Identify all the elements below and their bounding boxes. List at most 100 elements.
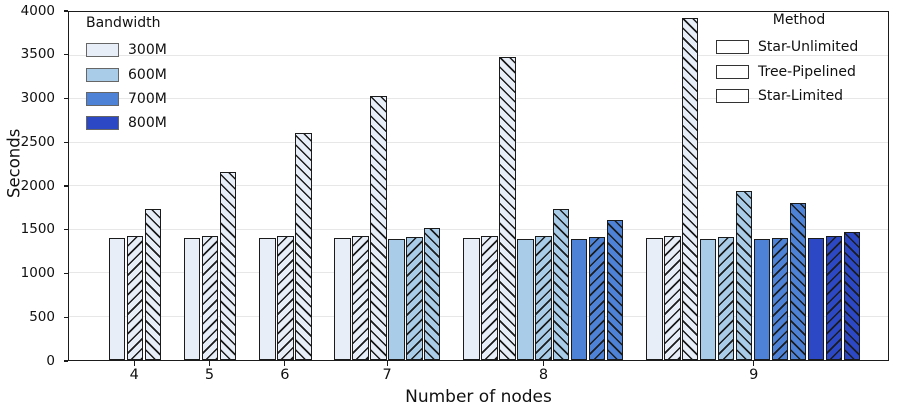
legend-label-star-limited: Star-Limited xyxy=(758,87,844,104)
legend-label-600M: 600M xyxy=(128,66,167,83)
bar-node9-700M-star-limited xyxy=(789,202,807,360)
y-tick-mark xyxy=(63,10,68,12)
bar-node8-700M-tree-pipelined xyxy=(588,237,606,360)
bar-node9-300M-star-limited xyxy=(682,18,699,360)
legend-swatch-300M xyxy=(86,43,119,58)
y-tick-label-4000: 4000 xyxy=(20,2,55,19)
legend-bandwidth-entry-700M: 700M xyxy=(86,87,167,111)
gridline-3500 xyxy=(69,54,888,56)
bar-node9-800M-star-unlimited xyxy=(807,238,825,360)
bar-node4-300M-tree-pipelined xyxy=(126,236,144,360)
bar-node8-600M-star-limited xyxy=(553,208,570,360)
x-tick-mark xyxy=(542,361,545,366)
bar-node7-300M-star-limited xyxy=(370,95,387,360)
legend-label-700M: 700M xyxy=(128,90,167,107)
legend-method-entry-star-unlimited: Star-Unlimited xyxy=(716,35,882,59)
legend-label-tree-pipelined: Tree-Pipelined xyxy=(758,63,856,80)
y-tick-label-3000: 3000 xyxy=(20,89,55,106)
y-tick-mark xyxy=(63,185,68,187)
bar-node7-300M-tree-pipelined xyxy=(352,235,369,360)
legend-label-star-unlimited: Star-Unlimited xyxy=(758,39,859,56)
legend-bandwidth-entry-600M: 600M xyxy=(86,62,167,86)
y-axis: 0 500 1000 1500 2000 2500 3000 3500 4000 xyxy=(0,4,68,367)
gridline-3000 xyxy=(69,98,888,99)
bar-node5-300M-tree-pipelined xyxy=(201,236,219,360)
bar-node9-300M-tree-pipelined xyxy=(664,235,681,360)
bar-node9-600M-star-limited xyxy=(735,191,753,360)
gridline-2500 xyxy=(69,141,888,143)
y-tick-mark xyxy=(63,54,68,56)
gridline-2000 xyxy=(69,185,888,186)
bar-node7-600M-star-unlimited xyxy=(388,239,405,360)
bar-node6-300M-tree-pipelined xyxy=(277,236,294,360)
bar-node8-300M-star-unlimited xyxy=(463,238,480,360)
bar-node8-600M-tree-pipelined xyxy=(535,236,552,360)
legend-bandwidth-entry-800M: 800M xyxy=(86,111,167,135)
x-tick-label-8: 8 xyxy=(538,367,549,383)
x-tick-label-7: 7 xyxy=(382,367,392,383)
bar-node8-700M-star-limited xyxy=(606,219,624,360)
x-tick-label-4: 4 xyxy=(129,367,139,383)
y-tick-mark xyxy=(63,272,68,275)
y-tick-label-2500: 2500 xyxy=(20,133,55,150)
bar-node4-300M-star-limited xyxy=(144,208,162,360)
gridline-1500 xyxy=(69,228,888,230)
bar-node9-700M-tree-pipelined xyxy=(771,238,789,360)
y-tick-mark xyxy=(63,360,68,362)
bar-node8-300M-tree-pipelined xyxy=(481,235,498,360)
y-tick-mark xyxy=(63,316,68,318)
bar-node6-300M-star-limited xyxy=(295,132,312,360)
legend-method: Method Star-Unlimited Tree-Pipelined Star-… xyxy=(716,12,882,108)
bar-node7-300M-star-unlimited xyxy=(334,238,351,360)
legend-swatch-star-limited xyxy=(716,88,749,103)
bar-node5-300M-star-unlimited xyxy=(184,238,201,360)
legend-bandwidth-title: Bandwidth xyxy=(86,15,161,31)
y-tick-label-0: 0 xyxy=(46,352,55,369)
bar-node5-300M-star-limited xyxy=(219,172,237,360)
bar-node9-600M-star-unlimited xyxy=(699,239,717,360)
legend-swatch-700M xyxy=(86,91,119,106)
x-tick-mark xyxy=(208,361,211,366)
legend-swatch-600M xyxy=(86,67,119,82)
y-tick-label-1000: 1000 xyxy=(20,264,55,281)
x-tick-mark xyxy=(133,361,135,366)
bar-node6-300M-star-unlimited xyxy=(259,238,276,360)
legend-swatch-800M xyxy=(86,116,119,131)
x-tick-mark xyxy=(386,361,388,366)
legend-label-300M: 300M xyxy=(128,42,167,59)
y-tick-mark xyxy=(63,229,68,231)
x-tick-label-5: 5 xyxy=(204,367,215,383)
bar-node4-300M-star-unlimited xyxy=(108,238,126,360)
legend-bandwidth-entry-300M: 300M xyxy=(86,38,167,62)
legend-swatch-tree-pipelined xyxy=(716,64,749,79)
y-tick-mark xyxy=(63,97,68,100)
x-tick-mark xyxy=(284,361,286,366)
legend-method-entry-star-limited: Star-Limited xyxy=(716,84,882,108)
legend-method-title: Method xyxy=(772,12,826,28)
legend-label-800M: 800M xyxy=(128,115,167,132)
x-tick-label-9: 9 xyxy=(749,367,759,383)
y-tick-label-3500: 3500 xyxy=(20,46,55,62)
bar-node7-600M-star-limited xyxy=(424,227,441,360)
x-axis-label: Number of nodes xyxy=(405,387,552,407)
bar-node8-300M-star-limited xyxy=(499,57,516,360)
legend-method-entry-tree-pipelined: Tree-Pipelined xyxy=(716,59,882,83)
bar-node9-800M-tree-pipelined xyxy=(825,236,843,360)
y-tick-label-500: 500 xyxy=(29,308,55,325)
bar-node9-800M-star-limited xyxy=(843,232,861,360)
x-tick-label-6: 6 xyxy=(280,367,290,383)
bar-node9-600M-tree-pipelined xyxy=(717,237,735,360)
y-tick-label-2000: 2000 xyxy=(20,177,55,194)
x-axis: Number of nodes 4 5 6 7 8 9 xyxy=(68,361,889,412)
legend-swatch-star-unlimited xyxy=(716,40,749,55)
bar-node9-700M-star-unlimited xyxy=(753,239,771,360)
bar-node7-600M-tree-pipelined xyxy=(406,237,423,360)
x-tick-mark xyxy=(753,361,755,366)
y-tick-label-1500: 1500 xyxy=(20,221,55,237)
bar-node8-700M-star-unlimited xyxy=(570,239,588,360)
legend-bandwidth: Bandwidth 300M 600M 700M 800M xyxy=(86,15,167,136)
plot-area xyxy=(68,11,889,361)
y-tick-mark xyxy=(63,141,68,143)
bar-node8-600M-star-unlimited xyxy=(517,239,534,360)
